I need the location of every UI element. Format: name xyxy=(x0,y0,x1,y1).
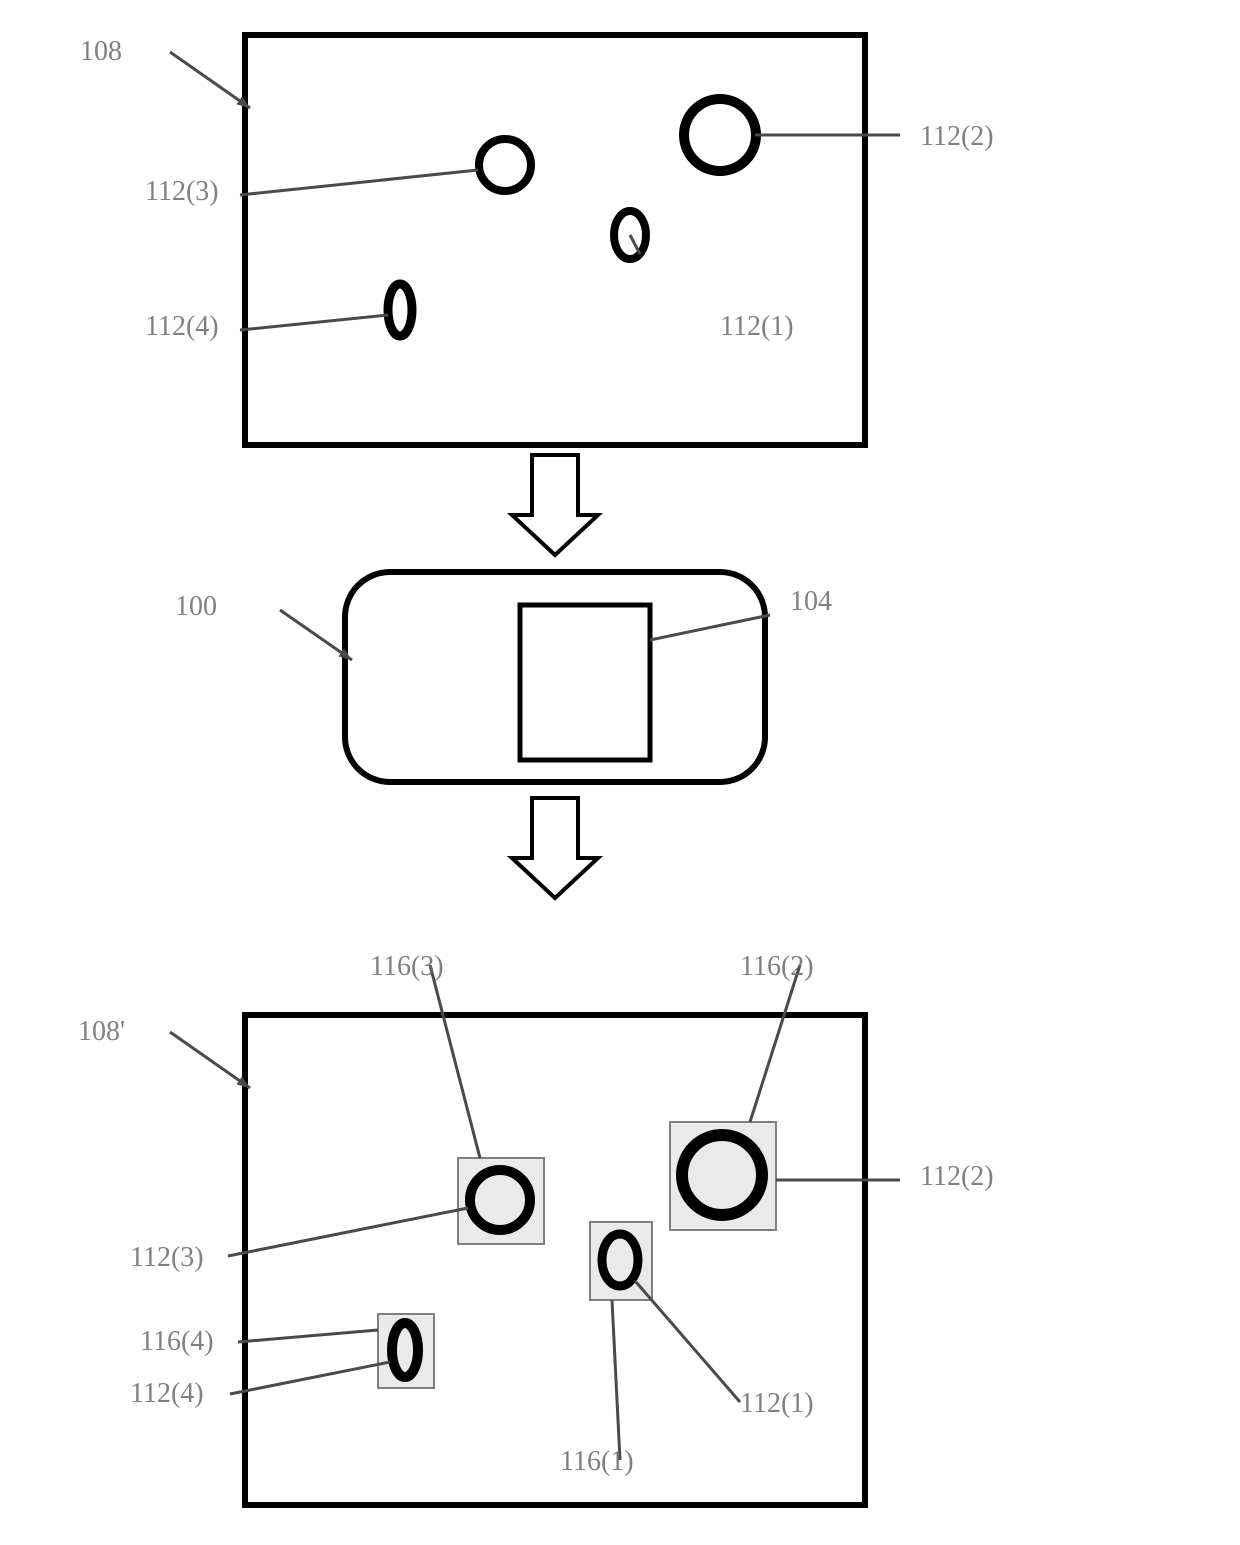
label-108: 108 xyxy=(80,36,122,67)
leader-104 xyxy=(650,615,770,640)
label-104: 104 xyxy=(790,586,832,617)
cell-112_3 xyxy=(479,139,531,191)
label-112_3-b: 112(3) xyxy=(130,1242,204,1273)
bottom-panel-frame xyxy=(245,1015,865,1505)
label-108p: 108' xyxy=(78,1016,125,1047)
pointer-arrow xyxy=(170,52,250,108)
pointer-arrow xyxy=(170,1032,250,1088)
leader-112_1-b xyxy=(636,1282,740,1402)
top-panel-frame xyxy=(245,35,865,445)
flow-arrow xyxy=(512,455,598,555)
label-116_3: 116(3) xyxy=(370,951,444,982)
leader-116_2 xyxy=(750,965,800,1122)
label-116_2: 116(2) xyxy=(740,951,814,982)
leader-112_3 xyxy=(240,170,478,195)
cell-112_2 xyxy=(684,99,756,171)
label-116_4: 116(4) xyxy=(140,1326,214,1357)
label-112_4: 112(4) xyxy=(145,311,219,342)
label-112_2: 112(2) xyxy=(920,121,994,152)
leader-116_3 xyxy=(430,965,480,1158)
label-112_2-b: 112(2) xyxy=(920,1161,994,1192)
label-112_4-b: 112(4) xyxy=(130,1378,204,1409)
leader-116_4 xyxy=(238,1330,378,1342)
label-116_1: 116(1) xyxy=(560,1446,634,1477)
leader-116_1 xyxy=(612,1300,620,1460)
leader-112_4 xyxy=(240,315,388,330)
label-112_3: 112(3) xyxy=(145,176,219,207)
leader-112_1 xyxy=(630,235,640,254)
flow-arrow xyxy=(512,798,598,898)
label-112_1-b: 112(1) xyxy=(740,1388,814,1419)
leader-112_3-b xyxy=(228,1208,468,1256)
label-112_1: 112(1) xyxy=(720,311,794,342)
label-100: 100 xyxy=(175,591,217,622)
leader-112_4-b xyxy=(230,1362,390,1394)
processor-inner xyxy=(520,605,650,760)
cell-112_4 xyxy=(388,284,412,336)
